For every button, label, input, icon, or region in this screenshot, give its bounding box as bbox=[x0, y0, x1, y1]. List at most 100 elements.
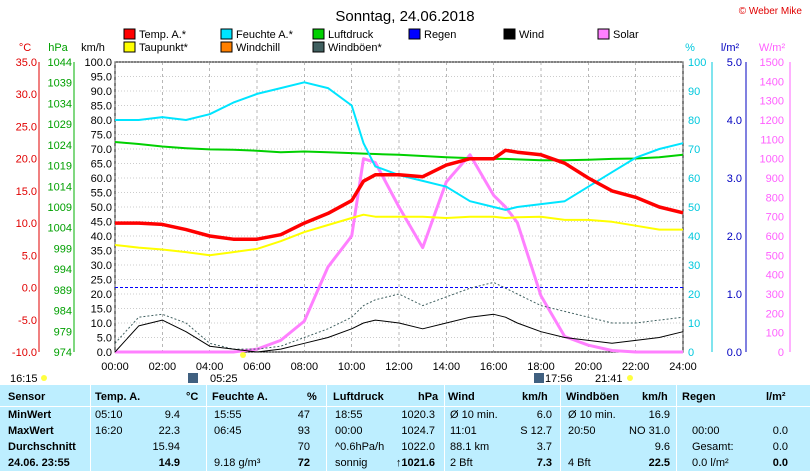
sunrise-marker bbox=[240, 352, 246, 358]
weather-chart: Sonntag, 24.06.2018 Temp. A.* Feuchte A.* L… bbox=[10, 8, 791, 385]
table-cell: 72 bbox=[297, 457, 310, 469]
table-cell: 93 bbox=[297, 425, 310, 437]
header-luftdruck-unit: hPa bbox=[418, 391, 439, 403]
solar-unit: W/m² bbox=[759, 42, 786, 54]
humidity-unit: % bbox=[685, 42, 695, 54]
time-tick-label: 16:00 bbox=[480, 361, 508, 373]
solar-tick-label: 400 bbox=[766, 270, 784, 282]
table-cell: 0.0 bbox=[772, 441, 788, 453]
legend-swatch bbox=[123, 41, 136, 53]
solar-tick-label: 100 bbox=[766, 328, 784, 340]
time-tick-label: 12:00 bbox=[385, 361, 413, 373]
humidity-tick-label: 40 bbox=[688, 231, 700, 243]
table-cell: 0.0 bbox=[772, 425, 788, 437]
series-line bbox=[114, 281, 684, 350]
copyright: © Weber Mike bbox=[738, 6, 802, 17]
row-label: Durchschnitt bbox=[8, 441, 76, 453]
pressure-tick-label: 979 bbox=[54, 326, 72, 338]
temp-tick-label: -10.0 bbox=[12, 347, 37, 359]
header-regen-unit: l/m² bbox=[766, 391, 786, 403]
table-cell: ↑1021.6 bbox=[395, 457, 435, 469]
temp-tick-label: 15.0 bbox=[16, 186, 37, 198]
table-cell: NO 31.0 bbox=[629, 425, 670, 437]
table-cell: 00:00 bbox=[692, 425, 720, 437]
wind-tick-label: 0.0 bbox=[97, 347, 112, 359]
pressure-tick-label: 1034 bbox=[48, 98, 72, 110]
table-cell: 0.0 bbox=[772, 457, 788, 469]
wind-tick-label: 65.0 bbox=[91, 159, 112, 171]
time-tick-label: 18:00 bbox=[527, 361, 555, 373]
pressure-tick-label: 1024 bbox=[48, 140, 72, 152]
series-line bbox=[114, 141, 684, 162]
legend-label: Temp. A.* bbox=[139, 29, 187, 41]
table-row: MinWert 05:10 9.4 15:55 47 18:55 1020.3 Ø 10 mi… bbox=[0, 409, 810, 425]
table-cell: 9.6 bbox=[654, 441, 670, 453]
solar-tick-label: 800 bbox=[766, 192, 784, 204]
time-tick-label: 24:00 bbox=[669, 361, 697, 373]
table-cell: 11:01 bbox=[450, 425, 477, 437]
table-cell: 9.18 g/m³ bbox=[214, 457, 261, 469]
wind-tick-label: 15.0 bbox=[91, 304, 112, 316]
humidity-tick-label: 10 bbox=[688, 318, 700, 330]
chart-title: Sonntag, 24.06.2018 bbox=[335, 8, 474, 25]
pressure-tick-label: 1044 bbox=[48, 57, 72, 69]
pressure-tick-label: 984 bbox=[54, 306, 72, 318]
humidity-tick-label: 30 bbox=[688, 260, 700, 272]
legend-swatch bbox=[597, 28, 610, 40]
table-cell: 1022.0 bbox=[401, 441, 435, 453]
pressure-tick-label: 1009 bbox=[48, 202, 72, 214]
pressure-tick-label: 994 bbox=[54, 264, 72, 276]
rain-tick-label: 4.0 bbox=[727, 115, 742, 127]
solar-tick-label: 1200 bbox=[760, 115, 784, 127]
header-temp-unit: °C bbox=[186, 391, 199, 403]
wind-tick-label: 55.0 bbox=[91, 188, 112, 200]
table-cell: 14.9 bbox=[158, 457, 180, 469]
table-cell: sonnig bbox=[335, 457, 368, 469]
pressure-tick-label: 1029 bbox=[48, 119, 72, 131]
table-cell: 20:50 bbox=[568, 425, 596, 437]
solar-tick-label: 700 bbox=[766, 212, 784, 224]
pressure-tick-label: 1039 bbox=[48, 78, 72, 90]
humidity-tick-label: 100 bbox=[688, 57, 706, 69]
moonset-icon bbox=[534, 373, 544, 383]
wind-tick-label: 40.0 bbox=[91, 231, 112, 243]
time-tick-label: 22:00 bbox=[622, 361, 650, 373]
table-cell: 4 Bft bbox=[568, 457, 591, 469]
table-cell: Ø 10 min. bbox=[450, 409, 498, 421]
table-cell: 2 Bft bbox=[450, 457, 473, 469]
time-tick-label: 10:00 bbox=[338, 361, 366, 373]
wind-unit: km/h bbox=[81, 42, 105, 54]
header-feuchte: Feuchte A. bbox=[212, 391, 268, 403]
legend-label: Windchill bbox=[236, 42, 280, 54]
temp-tick-label: 30.0 bbox=[16, 89, 37, 101]
table-cell: 22.5 bbox=[648, 457, 670, 469]
legend-swatch bbox=[220, 41, 233, 53]
humidity-tick-label: 80 bbox=[688, 115, 700, 127]
header-regen: Regen bbox=[682, 391, 716, 403]
temp-tick-label: 25.0 bbox=[16, 121, 37, 133]
sunrise-icon bbox=[188, 373, 198, 383]
legend-label: Regen bbox=[424, 29, 456, 41]
temp-tick-label: 20.0 bbox=[16, 154, 37, 166]
legend-label: Feuchte A.* bbox=[236, 29, 294, 41]
header-luftdruck: Luftdruck bbox=[333, 391, 384, 403]
stats-table: Sensor Temp. A. °C Feuchte A. % Luftdruc… bbox=[0, 385, 810, 471]
solar-tick-label: 1100 bbox=[760, 134, 784, 146]
table-cell: 16:20 bbox=[95, 425, 123, 437]
temp-tick-label: 5.0 bbox=[22, 250, 37, 262]
humidity-tick-label: 90 bbox=[688, 86, 700, 98]
table-cell: 05:10 bbox=[95, 409, 123, 421]
wind-tick-label: 25.0 bbox=[91, 275, 112, 287]
table-cell: 6.0 bbox=[536, 409, 552, 421]
header-windboeen-unit: km/h bbox=[642, 391, 668, 403]
wind-tick-label: 50.0 bbox=[91, 202, 112, 214]
temp-unit: °C bbox=[19, 42, 31, 54]
solar-tick-label: 600 bbox=[766, 231, 784, 243]
table-header: Sensor Temp. A. °C Feuchte A. % Luftdruc… bbox=[0, 391, 810, 407]
wind-tick-label: 75.0 bbox=[91, 130, 112, 142]
header-wind-unit: km/h bbox=[522, 391, 548, 403]
humidity-tick-label: 60 bbox=[688, 173, 700, 185]
rain-tick-label: 3.0 bbox=[727, 173, 742, 185]
table-cell: 47 bbox=[297, 409, 310, 421]
time-tick-label: 04:00 bbox=[196, 361, 224, 373]
